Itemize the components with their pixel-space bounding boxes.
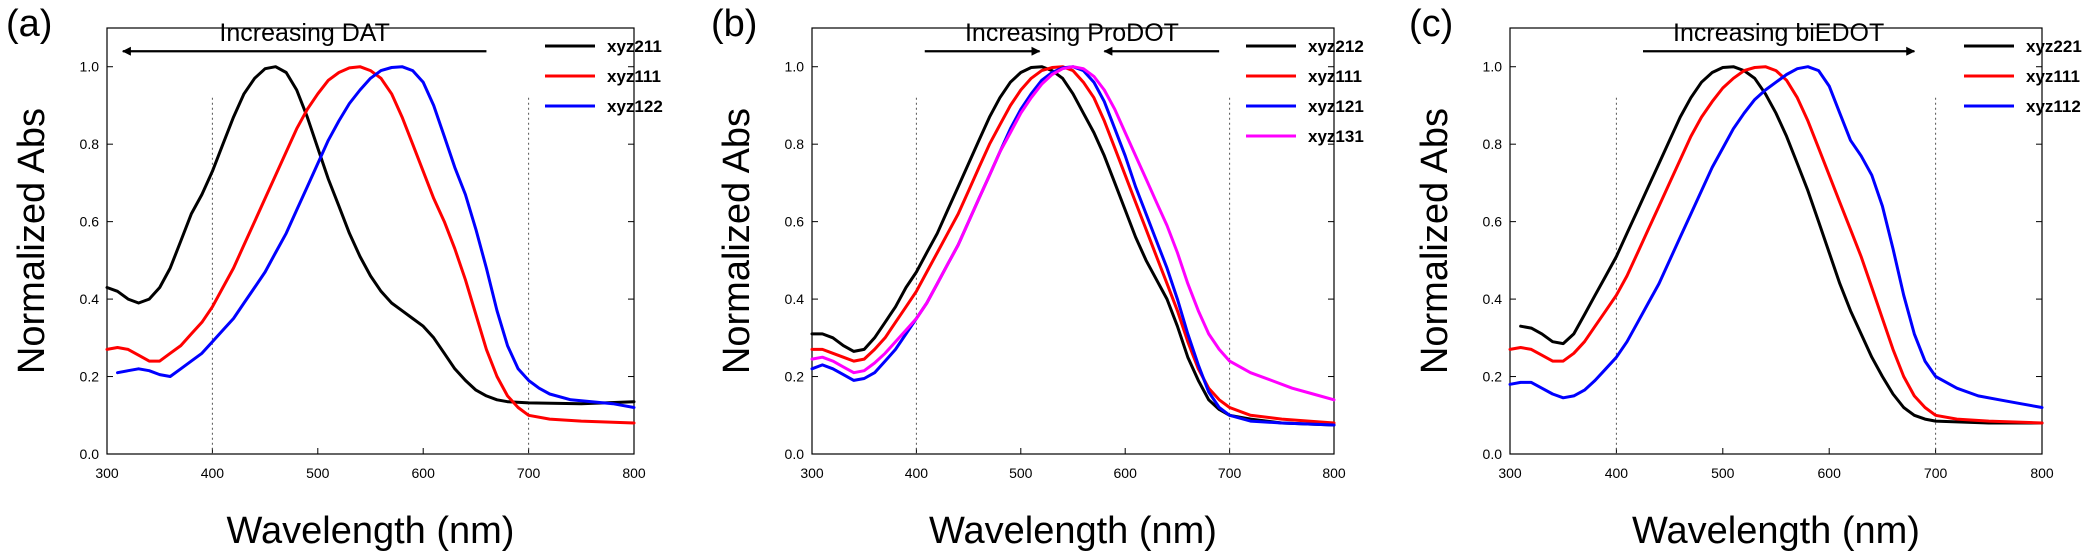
x-tick-label: 300	[95, 465, 119, 481]
annotation-text: Increasing ProDOT	[965, 19, 1179, 47]
legend-label: xyz111	[2026, 67, 2080, 86]
y-tick-label: 0.6	[785, 214, 805, 230]
chart-panel-3: (c) 0.0 0.2 0.4 0.6 0.8 1.0 300 400 500 600 700 800 W…	[1409, 3, 2082, 552]
chart-panel-1: (a) 0.0 0.2 0.4 0.6 0.8 1.0 300 400 500 600 700 800 W…	[6, 3, 663, 552]
legend-label: xyz111	[1308, 67, 1362, 86]
series-line-xyz122	[116, 65, 636, 409]
y-tick-label: 1.0	[785, 59, 805, 75]
x-tick-label: 600	[412, 465, 436, 481]
x-axis-label: Wavelength (nm)	[929, 510, 1217, 552]
x-tick-label: 400	[905, 465, 929, 481]
x-tick-label: 600	[1114, 465, 1138, 481]
series-line-xyz111	[810, 65, 1336, 425]
annotation-text: Increasing biEDOT	[1673, 19, 1884, 47]
x-tick-label: 300	[800, 465, 824, 481]
legend-label: xyz111	[607, 67, 661, 86]
y-tick-label: 0.6	[1483, 214, 1503, 230]
plot-frame	[1509, 27, 2043, 455]
x-tick-label: 800	[1322, 465, 1346, 481]
legend-label: xyz122	[607, 97, 663, 116]
series-line-xyz211	[105, 65, 636, 406]
y-tick-label: 0.8	[1483, 136, 1503, 152]
y-tick-label: 0.6	[80, 214, 100, 230]
y-tick-label: 0.0	[1483, 446, 1503, 462]
y-axis-label: Normalized Abs	[1414, 108, 1456, 374]
series-line-xyz121	[810, 65, 1336, 427]
legend-label: xyz211	[607, 37, 662, 56]
x-tick-label: 700	[1924, 465, 1948, 481]
x-tick-label: 400	[201, 465, 225, 481]
x-tick-label: 500	[306, 465, 330, 481]
x-axis-label: Wavelength (nm)	[227, 510, 515, 552]
y-tick-label: 0.2	[1483, 369, 1503, 385]
legend-label: xyz112	[2026, 97, 2081, 116]
x-tick-label: 500	[1009, 465, 1033, 481]
y-tick-label: 0.4	[1483, 291, 1503, 307]
legend-label: xyz212	[1308, 37, 1364, 56]
x-tick-label: 800	[622, 465, 646, 481]
plot-frame	[811, 27, 1335, 455]
y-tick-label: 0.2	[785, 369, 805, 385]
panel-label: (b)	[711, 3, 757, 45]
chart-panel-2: (b) 0.0 0.2 0.4 0.6 0.8 1.0 300 400 500 600 700 800 W…	[711, 3, 1364, 552]
series-line-xyz131	[810, 65, 1336, 402]
legend-label: xyz221	[2026, 37, 2082, 56]
y-axis-label: Normalized Abs	[716, 108, 758, 374]
y-tick-label: 0.8	[80, 136, 100, 152]
x-tick-label: 700	[1218, 465, 1242, 481]
y-tick-label: 0.2	[80, 369, 100, 385]
series-line-xyz212	[810, 65, 1336, 427]
y-tick-label: 1.0	[1483, 59, 1503, 75]
x-axis-label: Wavelength (nm)	[1632, 510, 1920, 552]
series-line-xyz112	[1508, 65, 2044, 409]
x-tick-label: 400	[1605, 465, 1629, 481]
plot-frame	[106, 27, 635, 455]
series-line-xyz111	[105, 65, 636, 425]
y-tick-label: 0.4	[785, 291, 805, 307]
x-tick-label: 600	[1818, 465, 1842, 481]
legend-label: xyz121	[1308, 97, 1364, 116]
y-tick-label: 0.8	[785, 136, 805, 152]
annotation-text: Increasing DAT	[219, 19, 389, 47]
y-tick-label: 0.0	[80, 446, 100, 462]
y-tick-label: 0.0	[785, 446, 805, 462]
legend-label: xyz131	[1308, 127, 1364, 146]
panel-label: (a)	[6, 3, 52, 45]
panel-label: (c)	[1409, 3, 1453, 45]
x-tick-label: 300	[1498, 465, 1522, 481]
y-tick-label: 0.4	[80, 291, 100, 307]
x-tick-label: 700	[517, 465, 541, 481]
x-tick-label: 800	[2030, 465, 2054, 481]
x-tick-label: 500	[1711, 465, 1735, 481]
series-line-xyz221	[1519, 65, 2044, 425]
y-axis-label: Normalized Abs	[11, 108, 53, 374]
y-tick-label: 1.0	[80, 59, 100, 75]
series-line-xyz111	[1508, 65, 2044, 425]
